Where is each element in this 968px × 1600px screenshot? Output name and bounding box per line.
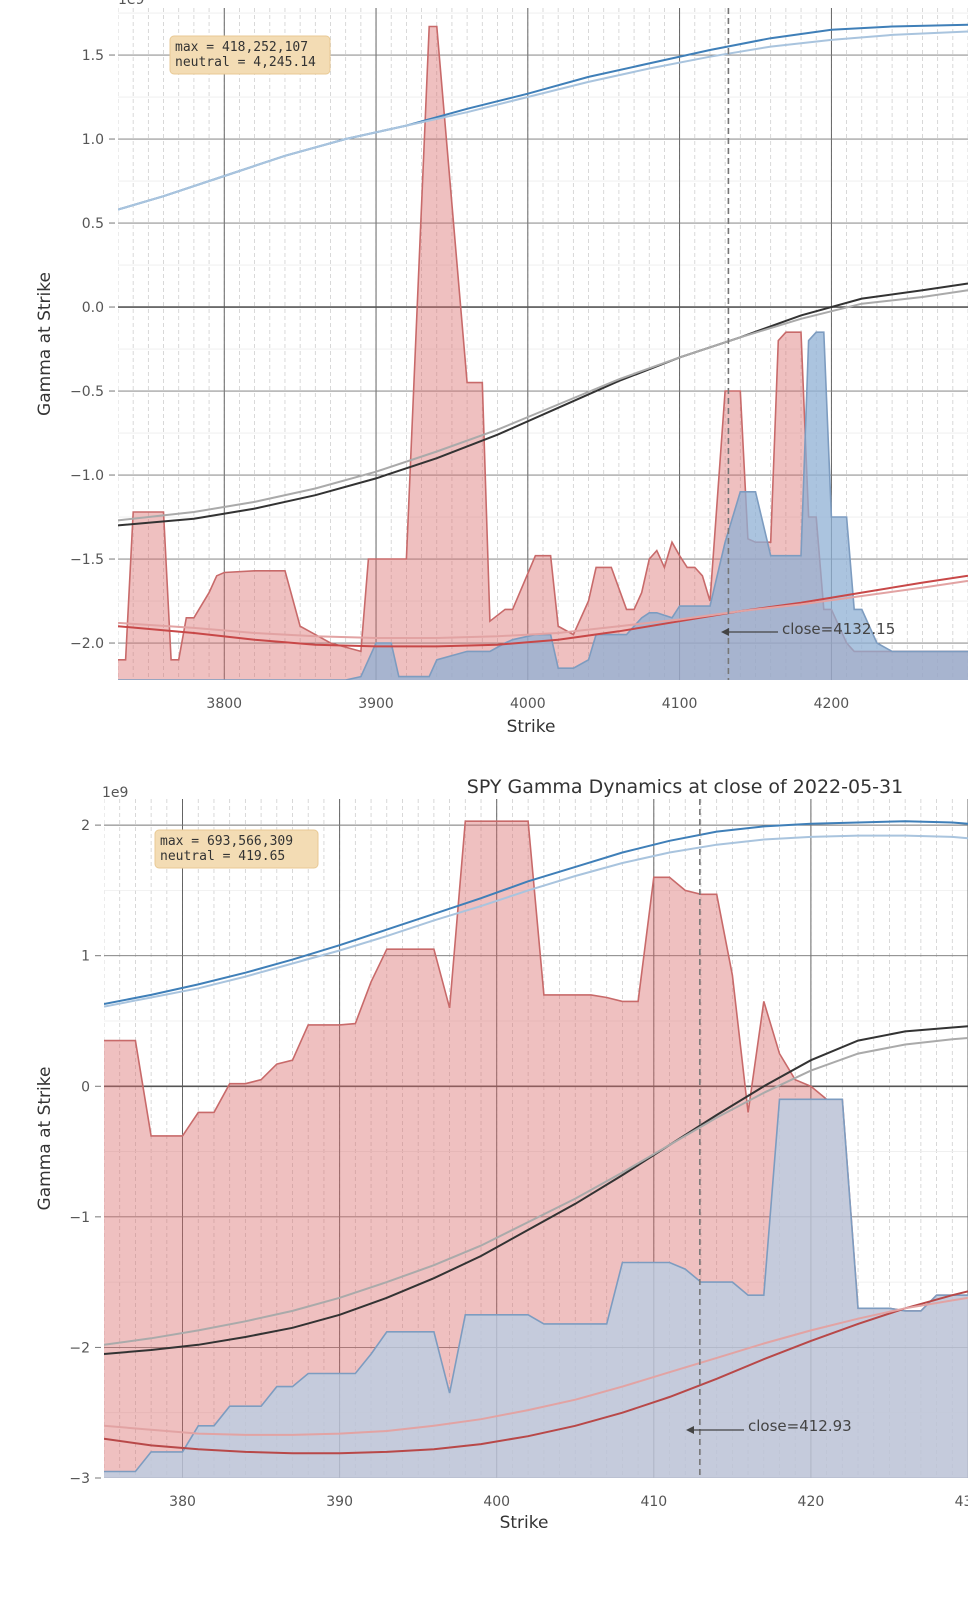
y-tick-label: −1.0	[70, 468, 104, 484]
y-tick-label: −1	[69, 1210, 90, 1226]
plot-area	[118, 8, 968, 680]
close-arrow-head	[686, 1426, 694, 1434]
x-tick-label: 4200	[814, 696, 850, 712]
y-exponent-label: 1e9	[118, 0, 144, 8]
y-tick-label: 0	[81, 1079, 90, 1095]
series-line	[104, 1037, 968, 1346]
close-arrow-head	[721, 628, 729, 636]
y-tick-label: −0.5	[70, 384, 104, 400]
y-tick-label: −1.5	[70, 552, 104, 568]
spx-gamma-chart: 1.5 1.0 0.5 0.0 −0.5 −1.0 −1.5 −2.0 3800 3900 4000…	[35, 0, 968, 737]
info-box	[154, 829, 319, 869]
x-axis-label: Strike	[500, 1513, 549, 1533]
x-axis-label: Strike	[507, 717, 556, 737]
y-tick-label: 1	[81, 949, 90, 965]
x-tick-label: 420	[798, 1494, 825, 1510]
series-line	[118, 30, 968, 211]
y-tick-label: 0.0	[82, 300, 104, 316]
gamma-area-outline	[118, 331, 968, 680]
x-tick-label: 430	[955, 1494, 968, 1510]
series-line	[104, 1290, 968, 1455]
y-axis-label: Gamma at Strike	[35, 1067, 55, 1211]
gamma-area-fill	[104, 1099, 968, 1478]
y-tick-label: 1.5	[82, 48, 104, 64]
series-line	[104, 834, 968, 1008]
series-line	[104, 1025, 968, 1355]
x-tick-label: 380	[169, 1494, 196, 1510]
gamma-area-outline	[104, 1098, 968, 1473]
y-exponent-label: 1e9	[102, 785, 128, 801]
y-tick-label: 1.0	[82, 132, 104, 148]
series-line	[118, 579, 968, 639]
chart-title: SPY Gamma Dynamics at close of 2022-05-3…	[467, 776, 903, 798]
y-tick-label: −2	[69, 1340, 90, 1356]
x-tick-label: 4000	[510, 696, 546, 712]
x-tick-label: 3800	[206, 696, 242, 712]
spy-gamma-chart: 2 1 0 −1 −2 −3 380 390 400 410 420 430 Strike Gamma a…	[35, 776, 968, 1533]
y-tick-label: 2	[81, 818, 90, 834]
close-annotation: close=4132.15	[782, 620, 895, 638]
info-box-max: max = 693,566,309	[160, 834, 293, 849]
gamma-area-fill	[118, 26, 968, 680]
x-tick-label: 400	[483, 1494, 510, 1510]
x-tick-label: 4100	[662, 696, 698, 712]
info-box-neutral: neutral = 419.65	[160, 849, 285, 864]
info-box-max: max = 418,252,107	[175, 40, 308, 55]
series-line	[118, 289, 968, 522]
series-line	[118, 282, 968, 527]
series-line	[104, 1296, 968, 1436]
plot-area	[104, 799, 968, 1478]
x-tick-label: 3900	[358, 696, 394, 712]
gamma-area-fill	[118, 332, 968, 680]
x-tick-label: 410	[640, 1494, 667, 1510]
series-line	[104, 820, 968, 1005]
y-tick-label: −3	[69, 1471, 90, 1487]
info-box-neutral: neutral = 4,245.14	[175, 55, 316, 70]
y-tick-label: 0.5	[82, 216, 104, 232]
series-line	[118, 574, 968, 648]
y-tick-label: −2.0	[70, 636, 104, 652]
info-box	[169, 35, 331, 75]
close-annotation: close=412.93	[748, 1417, 852, 1435]
y-axis-label: Gamma at Strike	[35, 272, 55, 416]
x-tick-label: 390	[326, 1494, 353, 1510]
